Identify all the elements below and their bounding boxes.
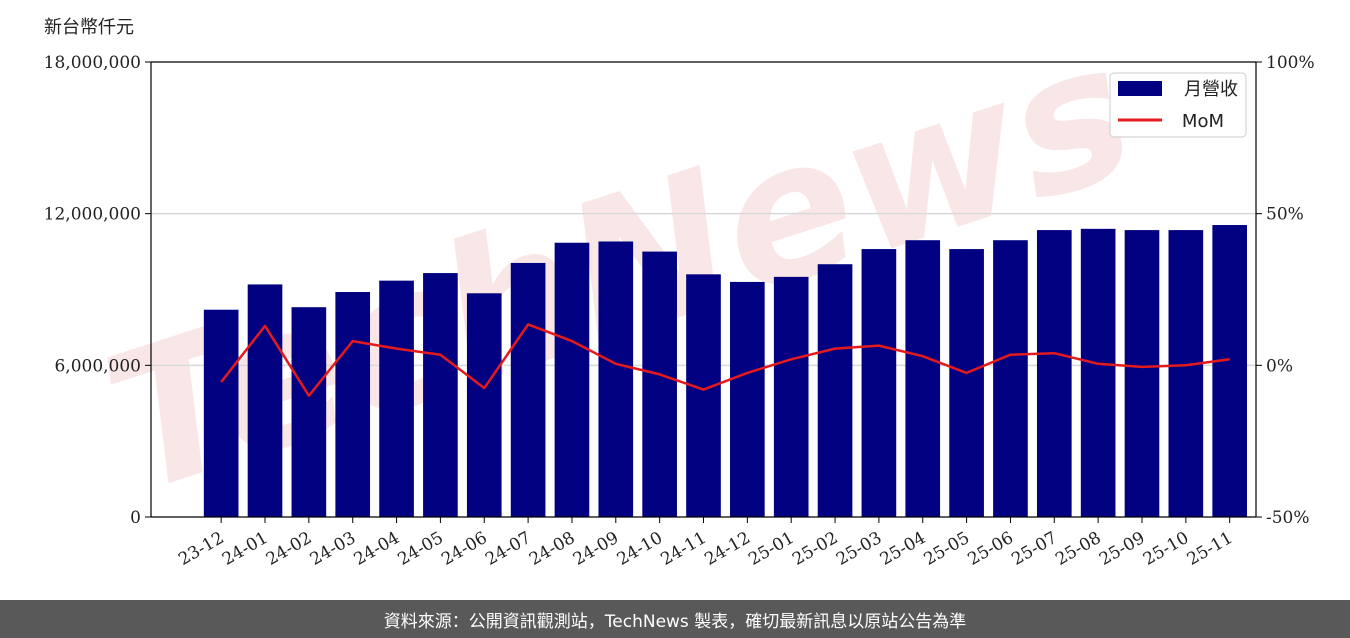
revenue-bar xyxy=(335,292,371,517)
right-tick-label: 100% xyxy=(1266,53,1315,73)
legend-label-revenue: 月營收 xyxy=(1184,79,1238,100)
source-footer: 資料來源：公開資訊觀測站，TechNews 製表，確切最新訊息以原站公告為準 xyxy=(0,600,1350,638)
mom-line xyxy=(220,323,1230,397)
revenue-bar xyxy=(730,281,765,517)
revenue-bar xyxy=(1036,230,1072,517)
x-tick-label: 23-12 xyxy=(175,528,227,570)
revenue-bar xyxy=(686,274,721,517)
x-tick-label: 25-10 xyxy=(1140,528,1192,570)
x-tick-label: 24-08 xyxy=(526,528,578,570)
revenue-bar xyxy=(247,284,283,517)
x-tick-label: 25-07 xyxy=(1008,528,1060,570)
x-tick-label: 25-11 xyxy=(1184,528,1236,570)
revenue-bar xyxy=(993,240,1028,518)
revenue-bar xyxy=(291,307,327,517)
legend-label-mom: MoM xyxy=(1182,111,1224,132)
x-tick-label: 24-04 xyxy=(351,528,403,570)
revenue-bar xyxy=(642,251,677,518)
left-tick-label: 0 xyxy=(130,508,141,528)
right-tick-label: 50% xyxy=(1266,205,1304,225)
revenue-bar xyxy=(1168,230,1204,517)
left-tick-label: 18,000,000 xyxy=(44,53,141,73)
revenue-bar xyxy=(423,273,458,517)
x-tick-label: 25-02 xyxy=(789,528,841,570)
revenue-bar xyxy=(598,241,634,517)
revenue-bar xyxy=(861,249,897,518)
revenue-bar xyxy=(773,276,809,517)
left-tick-label: 6,000,000 xyxy=(54,356,141,376)
x-tick-label: 25-05 xyxy=(921,528,973,570)
x-tick-label: 24-02 xyxy=(263,528,315,570)
revenue-bar xyxy=(510,262,546,517)
revenue-bar xyxy=(1080,228,1116,518)
x-tick-label: 24-12 xyxy=(701,528,753,570)
right-tick-label: 0% xyxy=(1266,356,1293,376)
revenue-bar xyxy=(1124,230,1160,517)
x-tick-label: 25-03 xyxy=(833,528,885,570)
x-tick-label: 24-09 xyxy=(570,528,622,570)
revenue-bar xyxy=(1212,225,1248,517)
x-tick-label: 25-08 xyxy=(1052,528,1104,570)
right-tick-label: -50% xyxy=(1266,508,1310,528)
revenue-bar xyxy=(554,242,590,517)
x-tick-label: 25-04 xyxy=(877,528,929,570)
revenue-bar xyxy=(949,249,984,518)
x-tick-label: 24-05 xyxy=(394,528,446,570)
x-tick-label: 25-06 xyxy=(964,528,1016,570)
revenue-bar xyxy=(817,264,853,517)
revenue-bar xyxy=(905,240,941,518)
x-tick-label: 24-11 xyxy=(658,528,710,570)
unit-label: 新台幣仟元 xyxy=(44,17,134,38)
x-tick-label: 25-09 xyxy=(1096,528,1148,570)
x-tick-label: 24-03 xyxy=(307,528,359,570)
x-tick-label: 24-10 xyxy=(614,528,666,570)
x-tick-label: 24-07 xyxy=(482,528,534,570)
revenue-chart: TechNews06,000,00012,000,00018,000,000-5… xyxy=(44,0,1315,570)
legend: 月營收 MoM xyxy=(1109,72,1247,138)
revenue-bar xyxy=(203,309,239,517)
x-tick-label: 25-01 xyxy=(745,528,797,570)
x-tick-label: 24-06 xyxy=(438,528,490,570)
x-tick-label: 24-01 xyxy=(219,528,271,570)
left-tick-label: 12,000,000 xyxy=(44,205,141,225)
revenue-bar xyxy=(379,280,414,517)
revenue-bar xyxy=(466,293,502,517)
legend-bar-swatch xyxy=(1118,81,1162,96)
